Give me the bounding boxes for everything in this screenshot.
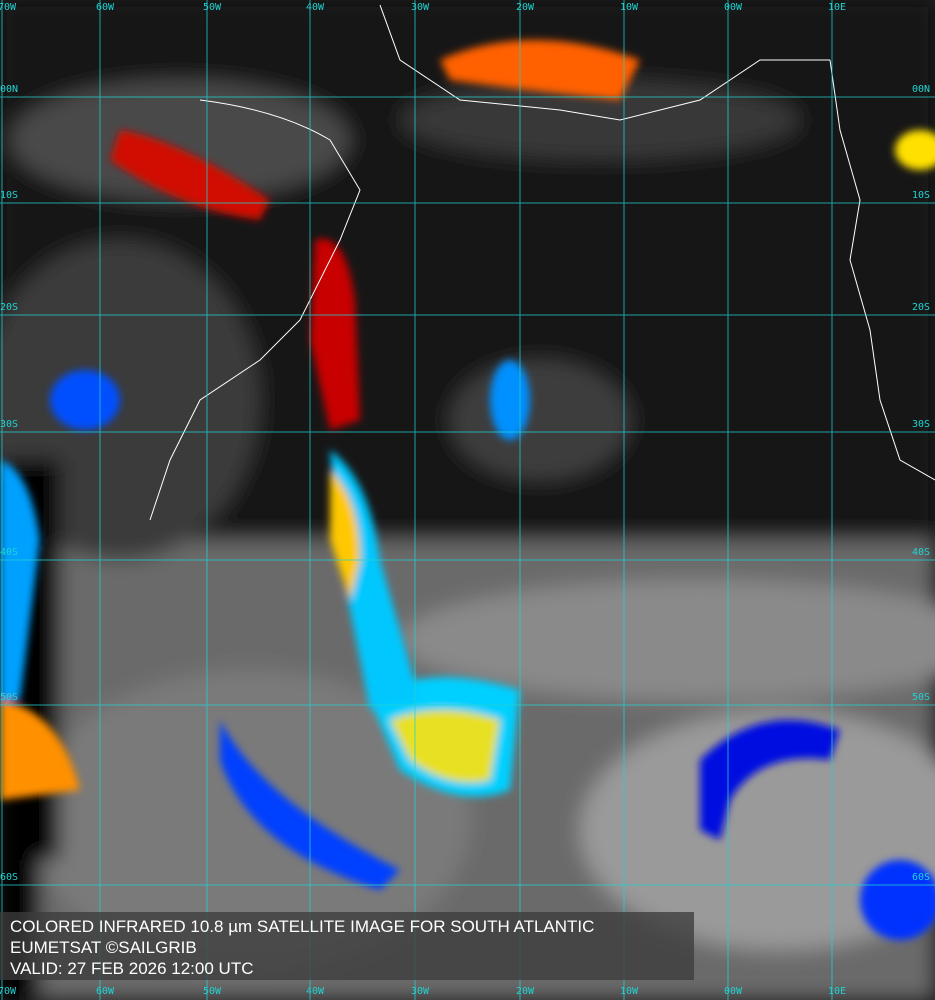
coastlines [149, 4, 935, 521]
longitude-label-top: 20W [516, 2, 535, 13]
latitude-label-left: 40S [0, 547, 19, 558]
latitude-label-right: 20S [912, 302, 931, 313]
longitude-label-top: 10E [828, 2, 847, 13]
latitude-label-right: 10S [912, 190, 931, 201]
latitude-label-right: 60S [912, 872, 931, 883]
caption-title: COLORED INFRARED 10.8 µm SATELLITE IMAGE… [10, 917, 595, 936]
latitude-label-left: 60S [0, 872, 19, 883]
longitude-label-bottom: 10E [828, 986, 847, 997]
caption-valid-time: VALID: 27 FEB 2026 12:00 UTC [10, 959, 254, 978]
latitude-label-right: 00N [912, 84, 931, 95]
longitude-label-top: 10W [620, 2, 639, 13]
caption-credit: EUMETSAT ©SAILGRIB [10, 938, 197, 957]
latitude-label-left: 00N [0, 84, 19, 95]
longitude-label-top: 70W [0, 2, 17, 13]
longitude-label-bottom: 70W [0, 986, 17, 997]
latitude-label-left: 30S [0, 419, 19, 430]
longitude-label-bottom: 60W [96, 986, 115, 997]
latitude-label-left: 20S [0, 302, 19, 313]
longitude-label-bottom: 00W [724, 986, 743, 997]
latitude-label-right: 40S [912, 547, 931, 558]
convective-clouds [0, 40, 935, 940]
longitude-label-top: 40W [306, 2, 325, 13]
longitude-label-top: 00W [724, 2, 743, 13]
latitude-label-left: 50S [0, 692, 19, 703]
latitude-label-left: 10S [0, 190, 19, 201]
longitude-label-bottom: 10W [620, 986, 639, 997]
image-caption: COLORED INFRARED 10.8 µm SATELLITE IMAGE… [0, 912, 694, 980]
longitude-label-top: 50W [203, 2, 222, 13]
latitude-label-right: 30S [912, 419, 931, 430]
longitude-label-top: 30W [411, 2, 430, 13]
longitude-label-bottom: 50W [203, 986, 222, 997]
latitude-label-right: 50S [912, 692, 931, 703]
longitude-label-top: 60W [96, 2, 115, 13]
longitude-label-bottom: 40W [306, 986, 325, 997]
longitude-label-bottom: 30W [411, 986, 430, 997]
longitude-label-bottom: 20W [516, 986, 535, 997]
